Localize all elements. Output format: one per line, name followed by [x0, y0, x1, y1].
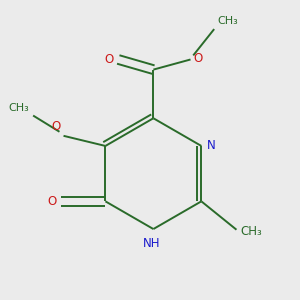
Text: CH₃: CH₃ — [241, 225, 262, 238]
Text: O: O — [104, 53, 113, 66]
Text: CH₃: CH₃ — [218, 16, 238, 26]
Text: CH₃: CH₃ — [8, 103, 29, 113]
Text: NH: NH — [143, 237, 161, 250]
Text: O: O — [47, 195, 57, 208]
Text: O: O — [52, 120, 61, 133]
Text: N: N — [207, 140, 215, 152]
Text: O: O — [193, 52, 203, 64]
